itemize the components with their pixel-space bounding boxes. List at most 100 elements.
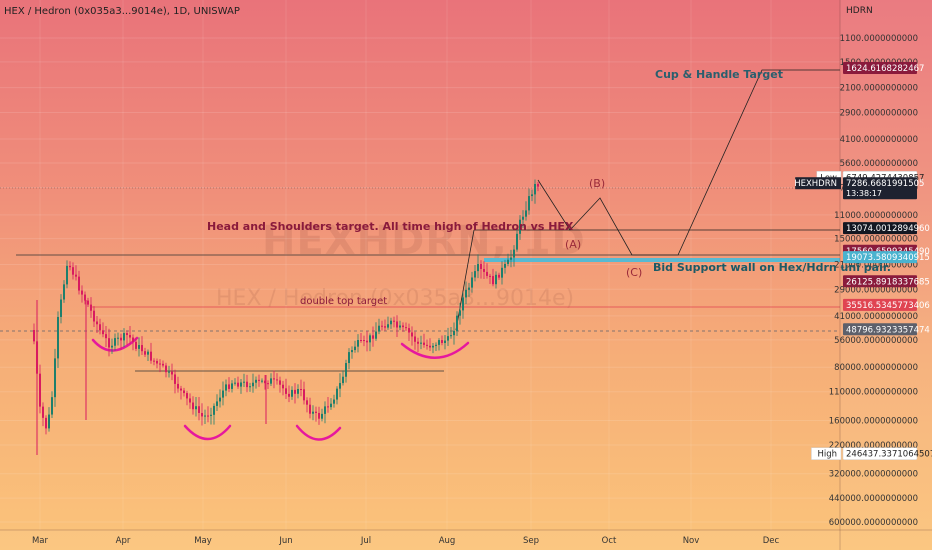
y-tick-label: 2100.0000000000 — [840, 84, 918, 94]
candle-body — [432, 345, 434, 348]
candle-body — [156, 360, 158, 364]
candle-body — [48, 414, 50, 429]
pattern-arc-3 — [400, 341, 470, 359]
candle-body — [504, 263, 506, 268]
candles-layer — [33, 179, 539, 455]
candle-body — [327, 406, 329, 408]
x-tick-label: Jun — [278, 536, 292, 546]
annotation-wave-c: (C) — [626, 266, 643, 279]
candle-body — [57, 316, 59, 359]
y-tick-label: 600000.0000000000 — [829, 518, 918, 528]
candle-body — [531, 194, 533, 197]
annotation-double-top: double top target — [300, 296, 388, 307]
candle-body — [111, 345, 113, 348]
candle-body — [192, 402, 194, 410]
candle-body — [246, 381, 248, 388]
y-tick-label: 29000.0000000000 — [834, 285, 918, 295]
candle-body — [189, 398, 191, 403]
price-tag-value: 19073.5809340915 — [846, 253, 930, 263]
candle-body — [276, 379, 278, 381]
candle-body — [495, 274, 497, 285]
candle-body — [444, 340, 446, 343]
y-tick-label: 21000.0000000000 — [834, 261, 918, 271]
candle-body — [51, 397, 53, 415]
candle-body — [480, 264, 482, 269]
candle-body — [93, 310, 95, 322]
price-tag-2 — [843, 177, 917, 200]
price-tag-label: High — [817, 450, 837, 460]
price-tag-8 — [843, 323, 917, 336]
symbol-header[interactable]: HEX / Hedron (0x035a3...9014e), 1D, UNIS… — [4, 6, 240, 17]
candle-body — [132, 337, 134, 342]
x-tick-label: Nov — [683, 536, 700, 546]
candle-body — [363, 340, 365, 342]
y-tick-label: 320000.0000000000 — [829, 470, 918, 480]
candle-body — [240, 382, 242, 387]
candle-body — [120, 337, 122, 341]
candle-body — [126, 333, 128, 336]
price-axis: HDRN1100.00000000001500.00000000002100.0… — [829, 0, 932, 550]
candle-body — [384, 326, 386, 328]
candle-body — [102, 330, 104, 335]
candle-body — [339, 383, 341, 389]
candle-body — [279, 380, 281, 385]
y-tick-label: 220000.0000000000 — [829, 441, 918, 451]
price-tag-value: 35516.5345773406 — [846, 301, 930, 311]
candle-body — [426, 344, 428, 346]
y-tick-label: 4100.0000000000 — [840, 135, 918, 145]
candle-body — [33, 330, 35, 342]
candle-body — [528, 196, 530, 211]
time-axis: Mar Apr May Jun Jul Aug Sep Oct Nov Dec — [0, 529, 932, 550]
candle-body — [288, 393, 290, 397]
candle-body — [336, 388, 338, 400]
candle-body — [381, 325, 383, 327]
candle-body — [72, 267, 74, 275]
candle-body — [129, 335, 131, 338]
candle-body — [315, 411, 317, 413]
candle-body — [54, 358, 56, 398]
candle-body — [438, 340, 440, 345]
candle-body — [465, 289, 467, 298]
candle-body — [195, 406, 197, 410]
candle-body — [123, 333, 125, 341]
candle-body — [108, 338, 110, 348]
candle-body — [405, 327, 407, 329]
candle-body — [423, 342, 425, 345]
candle-body — [162, 363, 164, 366]
price-tags: 1624.61682824676749.4274430857Low7286.66… — [794, 61, 932, 460]
candle-body — [408, 328, 410, 333]
x-tick-label: May — [194, 536, 212, 546]
price-tag-value: 7286.6681991505 — [846, 179, 924, 189]
candle-body — [456, 315, 458, 331]
candle-body — [216, 401, 218, 406]
x-tick-label: Aug — [439, 536, 456, 546]
candle-body — [90, 304, 92, 311]
price-tag-7 — [843, 298, 917, 311]
candle-body — [441, 340, 443, 343]
candle-body — [342, 376, 344, 384]
candle-body — [489, 275, 491, 277]
candle-body — [165, 365, 167, 373]
pattern-arc-1 — [183, 424, 232, 441]
drawing-layer — [0, 69, 840, 441]
candle-body — [225, 384, 227, 391]
price-tag-value: 1624.6168282467 — [846, 64, 924, 74]
candle-body — [252, 382, 254, 387]
watermark-ticker: HEXHDRN, 1D — [262, 218, 586, 264]
candle-body — [81, 290, 83, 295]
candle-body — [309, 404, 311, 414]
candle-body — [87, 300, 89, 305]
candle-body — [402, 325, 404, 328]
candle-body — [390, 320, 392, 325]
candle-body — [462, 297, 464, 311]
candle-body — [63, 284, 65, 300]
candle-body — [414, 336, 416, 342]
candle-body — [534, 183, 536, 195]
candle-body — [114, 338, 116, 346]
candle-body — [168, 371, 170, 373]
candle-body — [453, 330, 455, 336]
candle-body — [369, 335, 371, 343]
candle-body — [513, 249, 515, 258]
